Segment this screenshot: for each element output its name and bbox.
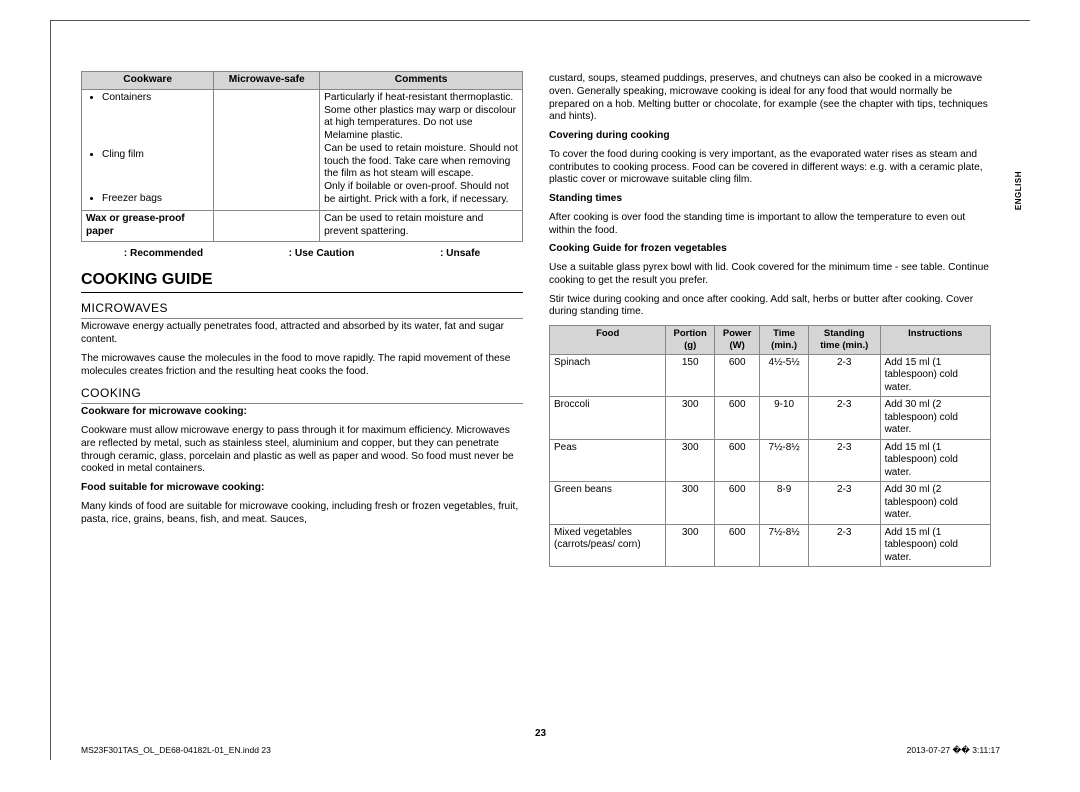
body-text: Use a suitable glass pyrex bowl with lid… — [549, 262, 991, 288]
cell-comments: Particularly if heat-resistant thermopla… — [320, 89, 523, 210]
subheading: Food suitable for microwave cooking: — [81, 482, 523, 495]
legend-row: : Recommended : Use Caution : Unsafe — [81, 248, 523, 261]
vegetable-table: Food Portion (g) Power (W) Time (min.) S… — [549, 325, 991, 567]
body-text: custard, soups, steamed puddings, preser… — [549, 73, 991, 124]
section-cooking: COOKING — [81, 386, 523, 404]
th-cookware: Cookware — [82, 72, 214, 90]
body-text: Cookware must allow microwave energy to … — [81, 425, 523, 476]
table-row: Peas3006007½-8½2-3Add 15 ml (1 tablespoo… — [550, 439, 991, 482]
page-title: COOKING GUIDE — [81, 270, 523, 293]
manual-page: ENGLISH Cookware Microwave-safe Comments… — [50, 20, 1030, 760]
footer-file: MS23F301TAS_OL_DE68-04182L-01_EN.indd 23 — [81, 745, 271, 756]
subheading: Cooking Guide for frozen vegetables — [549, 243, 991, 256]
print-footer: MS23F301TAS_OL_DE68-04182L-01_EN.indd 23… — [81, 745, 1000, 756]
legend-caution: : Use Caution — [289, 248, 355, 261]
list-item: Cling film — [102, 149, 209, 162]
table-row: Spinach1506004½-5½2-3Add 15 ml (1 tables… — [550, 354, 991, 397]
th-time: Time (min.) — [760, 326, 809, 355]
two-column-layout: Cookware Microwave-safe Comments Contain… — [81, 71, 991, 567]
table-row: Broccoli3006009-102-3Add 30 ml (2 tables… — [550, 397, 991, 440]
cell-cookware: Wax or grease-proof paper — [82, 211, 214, 242]
subheading: Standing times — [549, 193, 991, 206]
subheading: Covering during cooking — [549, 130, 991, 143]
table-row: Containers Cling film Freezer bags Parti… — [82, 89, 523, 210]
body-text: Many kinds of food are suitable for micr… — [81, 501, 523, 527]
left-column: Cookware Microwave-safe Comments Contain… — [81, 71, 523, 567]
cookware-table: Cookware Microwave-safe Comments Contain… — [81, 71, 523, 242]
language-tab: ENGLISH — [1014, 171, 1024, 210]
body-text: Microwave energy actually penetrates foo… — [81, 321, 523, 347]
subheading: Cookware for microwave cooking: — [81, 406, 523, 419]
th-instructions: Instructions — [880, 326, 990, 355]
th-food: Food — [550, 326, 666, 355]
table-row: Mixed vegetables (carrots/peas/ corn)300… — [550, 524, 991, 567]
body-text: Stir twice during cooking and once after… — [549, 294, 991, 320]
body-text: To cover the food during cooking is very… — [549, 149, 991, 187]
footer-timestamp: 2013-07-27 �� 3:11:17 — [907, 745, 1000, 756]
list-item: Freezer bags — [102, 193, 209, 206]
th-power: Power (W) — [715, 326, 760, 355]
th-portion: Portion (g) — [666, 326, 715, 355]
cell-safe — [214, 89, 320, 210]
th-standing: Standing time (min.) — [808, 326, 880, 355]
body-text: After cooking is over food the standing … — [549, 212, 991, 238]
body-text: The microwaves cause the molecules in th… — [81, 353, 523, 379]
table-row: Wax or grease-proof paper Can be used to… — [82, 211, 523, 242]
cell-comments: Can be used to retain moisture and preve… — [320, 211, 523, 242]
cell-cookware: Containers Cling film Freezer bags — [82, 89, 214, 210]
right-column: custard, soups, steamed puddings, preser… — [549, 71, 991, 567]
table-row: Green beans3006008-92-3Add 30 ml (2 tabl… — [550, 482, 991, 525]
list-item: Containers — [102, 92, 209, 105]
cell-safe — [214, 211, 320, 242]
th-safe: Microwave-safe — [214, 72, 320, 90]
legend-recommended: : Recommended — [124, 248, 203, 261]
page-number: 23 — [535, 728, 546, 741]
legend-unsafe: : Unsafe — [440, 248, 480, 261]
section-microwaves: MICROWAVES — [81, 301, 523, 319]
th-comments: Comments — [320, 72, 523, 90]
